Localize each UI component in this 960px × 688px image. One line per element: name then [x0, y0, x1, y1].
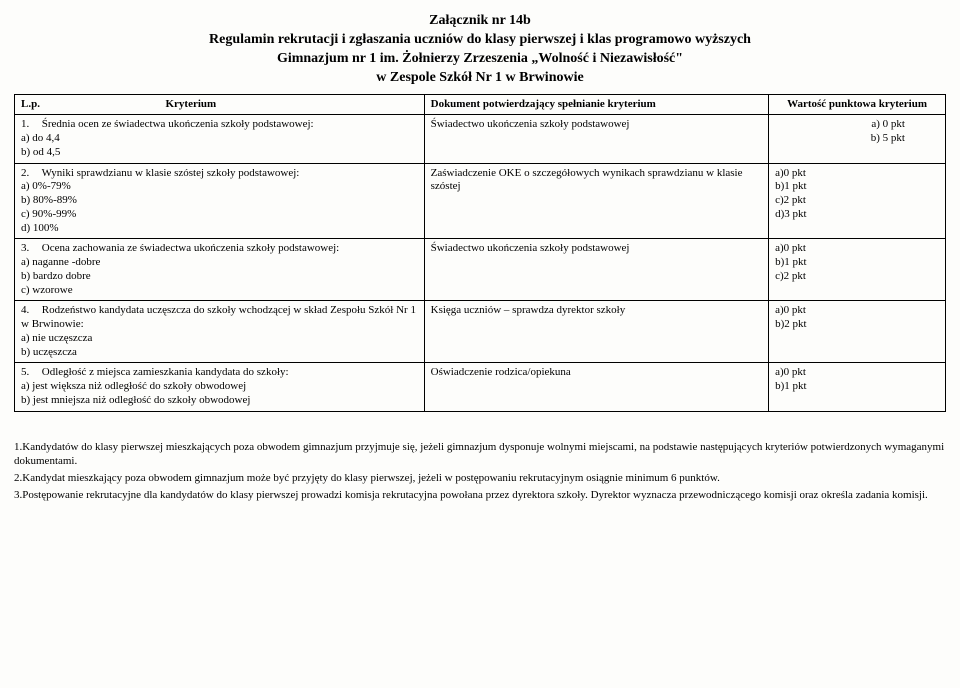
footer-block: 1.Kandydatów do klasy pierwszej mieszkaj… [14, 440, 946, 503]
cell-wartosc: a)0 pkt b)1 pkt c)2 pkt [769, 239, 946, 301]
cell-kryterium: 4. Rodzeństwo kandydata uczęszcza do szk… [15, 301, 425, 363]
cell-wartosc: a) 0 pkt b) 5 pkt [769, 115, 946, 163]
title-line-3: Gimnazjum nr 1 im. Żołnierzy Zrzeszenia … [14, 50, 946, 69]
footer-p3: 3.Postępowanie rekrutacyjne dla kandydat… [14, 488, 946, 503]
kryterium-text: Średnia ocen ze świadectwa ukończenia sz… [21, 118, 314, 158]
row-number: 2. [21, 167, 39, 181]
row-number: 4. [21, 304, 39, 318]
cell-wartosc: a)0 pkt b)1 pkt [769, 363, 946, 411]
row-number: 3. [21, 242, 39, 256]
row-number: 5. [21, 366, 39, 380]
title-block: Załącznik nr 14b Regulamin rekrutacji i … [14, 12, 946, 88]
table-header-row: L.p. Kryterium Dokument potwierdzający s… [15, 94, 946, 115]
table-row: 1. Średnia ocen ze świadectwa ukończenia… [15, 115, 946, 163]
cell-dokument: Świadectwo ukończenia szkoły podstawowej [424, 115, 768, 163]
cell-wartosc: a)0 pkt b)2 pkt [769, 301, 946, 363]
header-lp: L.p. [21, 98, 40, 110]
title-line-1: Załącznik nr 14b [14, 12, 946, 31]
footer-p1: 1.Kandydatów do klasy pierwszej mieszkaj… [14, 440, 946, 470]
header-dokument: Dokument potwierdzający spełnianie kryte… [424, 94, 768, 115]
row-number: 1. [21, 118, 39, 132]
cell-dokument: Księga uczniów – sprawdza dyrektor szkoł… [424, 301, 768, 363]
header-kryterium: Kryterium [165, 98, 216, 110]
footer-p2: 2.Kandydat mieszkający poza obwodem gimn… [14, 471, 946, 486]
cell-kryterium: 1. Średnia ocen ze świadectwa ukończenia… [15, 115, 425, 163]
cell-wartosc: a)0 pkt b)1 pkt c)2 pkt d)3 pkt [769, 163, 946, 239]
table-row: 5. Odległość z miejsca zamieszkania kand… [15, 363, 946, 411]
table-row: 4. Rodzeństwo kandydata uczęszcza do szk… [15, 301, 946, 363]
kryterium-text: Odległość z miejsca zamieszkania kandyda… [21, 366, 289, 406]
kryterium-text: Ocena zachowania ze świadectwa ukończeni… [21, 242, 339, 295]
header-wartosc: Wartość punktowa kryterium [769, 94, 946, 115]
criteria-table: L.p. Kryterium Dokument potwierdzający s… [14, 94, 946, 412]
cell-kryterium: 3. Ocena zachowania ze świadectwa ukończ… [15, 239, 425, 301]
table-body: 1. Średnia ocen ze świadectwa ukończenia… [15, 115, 946, 411]
cell-dokument: Zaświadczenie OKE o szczegółowych wynika… [424, 163, 768, 239]
title-line-2: Regulamin rekrutacji i zgłaszania ucznió… [14, 31, 946, 50]
document-page: Załącznik nr 14b Regulamin rekrutacji i … [0, 0, 960, 515]
kryterium-text: Rodzeństwo kandydata uczęszcza do szkoły… [21, 304, 416, 357]
title-line-4: w Zespole Szkół Nr 1 w Brwinowie [14, 69, 946, 88]
cell-dokument: Oświadczenie rodzica/opiekuna [424, 363, 768, 411]
table-row: 3. Ocena zachowania ze świadectwa ukończ… [15, 239, 946, 301]
cell-kryterium: 2. Wyniki sprawdzianu w klasie szóstej s… [15, 163, 425, 239]
header-lp-kryterium: L.p. Kryterium [15, 94, 425, 115]
kryterium-text: Wyniki sprawdzianu w klasie szóstej szko… [21, 167, 299, 234]
cell-kryterium: 5. Odległość z miejsca zamieszkania kand… [15, 363, 425, 411]
table-row: 2. Wyniki sprawdzianu w klasie szóstej s… [15, 163, 946, 239]
cell-dokument: Świadectwo ukończenia szkoły podstawowej [424, 239, 768, 301]
